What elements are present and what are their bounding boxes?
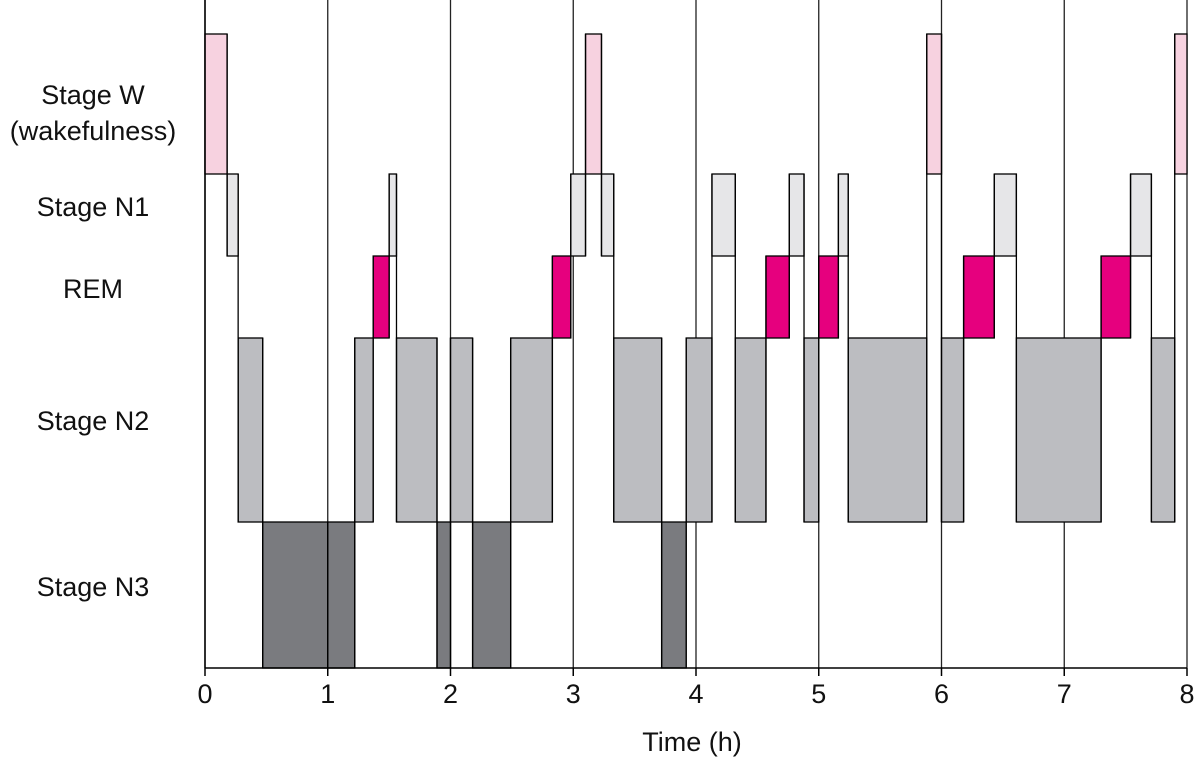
segment-n1-7 bbox=[388, 173, 398, 257]
stage-label-w: Stage W bbox=[41, 80, 145, 110]
segment-n2-12 bbox=[509, 337, 554, 523]
stage-labels-layer: Stage W (wakefulness) Stage N1 REM Stage N2 S… bbox=[10, 80, 177, 602]
segment-rem-6 bbox=[372, 255, 390, 339]
segment-w-36 bbox=[1174, 33, 1188, 175]
stage-label-n2: Stage N2 bbox=[37, 406, 150, 436]
segment-n2-27 bbox=[847, 337, 928, 523]
segment-rem-22 bbox=[765, 255, 790, 339]
segment-n2-35 bbox=[1150, 337, 1176, 523]
segment-n3-9 bbox=[436, 521, 452, 669]
segment-n1-26 bbox=[837, 173, 849, 257]
segment-n1-1 bbox=[226, 173, 239, 257]
x-tick-label-5: 5 bbox=[811, 679, 826, 709]
segments-layer bbox=[204, 33, 1188, 669]
segment-n3-11 bbox=[471, 521, 512, 669]
segment-n2-21 bbox=[734, 337, 767, 523]
segment-n1-23 bbox=[788, 173, 805, 257]
segment-n2-24 bbox=[803, 337, 820, 523]
segment-n2-10 bbox=[449, 337, 474, 523]
x-tick-label-7: 7 bbox=[1057, 679, 1072, 709]
segment-n1-16 bbox=[600, 173, 615, 257]
x-tick-label-6: 6 bbox=[934, 679, 949, 709]
segment-n1-31 bbox=[993, 173, 1018, 257]
x-tick-label-3: 3 bbox=[566, 679, 581, 709]
segment-w-15 bbox=[584, 33, 603, 175]
x-tick-label-4: 4 bbox=[688, 679, 703, 709]
x-tick-label-8: 8 bbox=[1179, 679, 1194, 709]
segment-n2-29 bbox=[940, 337, 965, 523]
segment-n1-20 bbox=[711, 173, 736, 257]
segment-n2-32 bbox=[1015, 337, 1102, 523]
segment-n1-34 bbox=[1129, 173, 1153, 257]
x-tick-label-2: 2 bbox=[443, 679, 458, 709]
segment-w-0 bbox=[204, 33, 228, 175]
segment-n3-3 bbox=[262, 521, 329, 669]
segment-rem-30 bbox=[962, 255, 995, 339]
stage-label-n1: Stage N1 bbox=[37, 192, 150, 222]
segment-n2-2 bbox=[237, 337, 264, 523]
x-axis-title: Time (h) bbox=[642, 727, 742, 757]
segment-rem-13 bbox=[551, 255, 572, 339]
axis-layer: 0 1 2 3 4 5 6 7 8 bbox=[197, 0, 1195, 709]
stage-label-n3: Stage N3 bbox=[37, 572, 150, 602]
x-tick-label-0: 0 bbox=[197, 679, 212, 709]
segment-n2-8 bbox=[395, 337, 438, 523]
segment-n1-14 bbox=[570, 173, 587, 257]
segment-rem-25 bbox=[818, 255, 840, 339]
segment-rem-33 bbox=[1100, 255, 1132, 339]
segment-n3-4 bbox=[327, 521, 356, 669]
segment-w-28 bbox=[926, 33, 943, 175]
segment-n2-17 bbox=[613, 337, 663, 523]
x-tick-label-1: 1 bbox=[320, 679, 335, 709]
segment-n3-18 bbox=[660, 521, 687, 669]
stage-label-w-sub: (wakefulness) bbox=[10, 116, 177, 146]
stage-label-rem: REM bbox=[63, 274, 123, 304]
segment-n2-5 bbox=[354, 337, 374, 523]
segment-n2-19 bbox=[685, 337, 713, 523]
